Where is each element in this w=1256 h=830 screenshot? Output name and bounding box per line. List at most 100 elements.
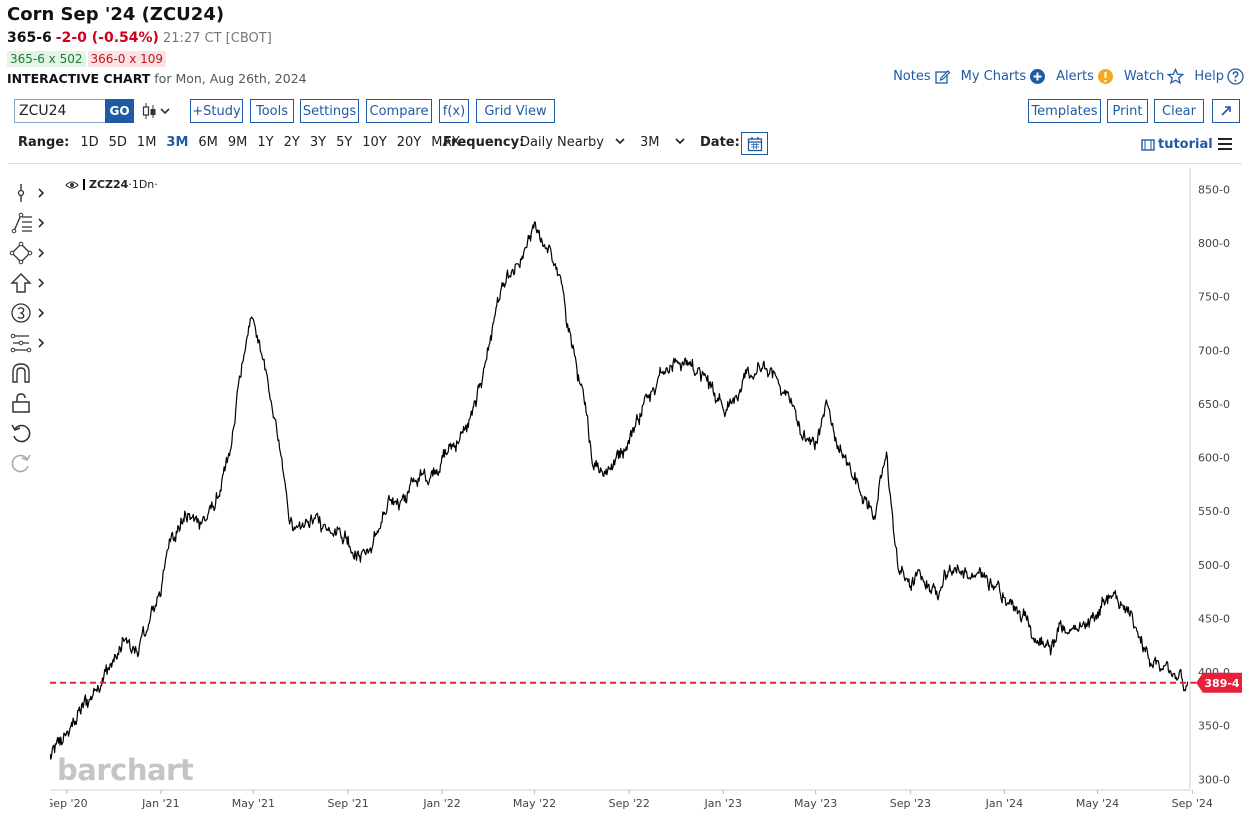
y-tick-label: 500-0	[1198, 559, 1230, 572]
price-chart[interactable]: 300-0350-0400-0450-0500-0550-0600-0650-0…	[50, 168, 1242, 810]
x-tick-label: Jan '23	[703, 797, 741, 810]
page-title: Corn Sep '24 (ZCU24)	[7, 4, 225, 25]
series-swatch	[83, 179, 85, 190]
templates-button[interactable]: Templates	[1028, 99, 1101, 123]
quote-time: 21:27 CT [CBOT]	[162, 31, 272, 46]
crosshair-tool[interactable]	[8, 180, 50, 206]
edit-icon	[934, 70, 950, 84]
range-1y[interactable]: 1Y	[257, 135, 274, 150]
pattern-tool[interactable]	[8, 330, 50, 356]
last-price: 365-6	[7, 30, 52, 46]
legend-symbol: ZCZ24	[89, 178, 129, 191]
x-tick-label: Sep '20	[50, 797, 88, 810]
x-tick-label: May '24	[1076, 797, 1119, 810]
interactive-chart-date: for Mon, Aug 26th, 2024	[154, 71, 307, 86]
magnet-tool[interactable]	[8, 360, 50, 386]
range-1m[interactable]: 1M	[136, 135, 157, 150]
range-5d[interactable]: 5D	[108, 135, 127, 150]
undo-icon	[11, 424, 31, 443]
help-label: Help	[1194, 69, 1224, 84]
price-change: -2-0 (-0.54%)	[55, 30, 159, 46]
clear-button[interactable]: Clear	[1154, 99, 1204, 123]
fx-button[interactable]: f(x)	[439, 99, 469, 123]
alerts-label: Alerts	[1056, 69, 1094, 84]
range-9m[interactable]: 9M	[227, 135, 248, 150]
last-price-tag-label: 389-4	[1204, 677, 1240, 690]
x-tick-label: Sep '22	[609, 797, 650, 810]
top-links: Notes My Charts Alerts Watch Help	[893, 68, 1244, 85]
ask-badge: 366-0 x 109	[87, 51, 167, 67]
number-tool[interactable]	[8, 300, 50, 326]
x-tick-label: Sep '24	[1172, 797, 1213, 810]
arrow-tool[interactable]	[8, 270, 50, 296]
range-1d[interactable]: 1D	[80, 135, 99, 150]
interval-select[interactable]: 3M	[640, 135, 686, 150]
price-axis: 300-0350-0400-0450-0500-0550-0600-0650-0…	[1189, 168, 1242, 790]
watch-label: Watch	[1123, 69, 1165, 84]
range-selector: Range: 1D 5D 1M 3M 6M 9M 1Y 2Y 3Y 5Y 10Y…	[18, 135, 465, 150]
notes-link[interactable]: Notes	[893, 68, 951, 85]
expand-button[interactable]	[1212, 99, 1240, 123]
alert-icon	[1097, 69, 1113, 84]
eye-icon[interactable]	[65, 180, 79, 190]
tutorial-link[interactable]: tutorial	[1141, 137, 1213, 152]
last-price-tag	[1196, 672, 1242, 693]
range-label: Range:	[18, 135, 70, 150]
tools-button[interactable]: Tools	[250, 99, 294, 123]
frequency-value: Daily Nearby	[520, 135, 605, 150]
range-5y[interactable]: 5Y	[336, 135, 353, 150]
y-tick-label: 600-0	[1198, 452, 1230, 465]
hamburger-menu-icon[interactable]	[1217, 137, 1233, 151]
time-axis: Sep '20 Jan '21 May '21 Sep '21 Jan '22 May '…	[50, 789, 1213, 810]
arrow-up-icon	[10, 273, 45, 293]
x-tick-label: May '22	[513, 797, 556, 810]
help-link[interactable]: Help	[1194, 68, 1244, 85]
chart-legend: ZCZ24·1Dn·	[65, 178, 158, 191]
bid-ask: 365-6 x 502 366-0 x 109	[7, 51, 168, 67]
redo-tool[interactable]	[8, 450, 50, 476]
frequency-select[interactable]: Daily Nearby	[520, 135, 626, 150]
range-6m[interactable]: 6M	[198, 135, 218, 150]
range-10y[interactable]: 10Y	[362, 135, 387, 150]
study-button[interactable]: +Study	[190, 99, 243, 123]
star-icon	[1167, 68, 1185, 85]
x-tick-label: May '21	[232, 797, 275, 810]
y-tick-label: 650-0	[1198, 398, 1230, 411]
date-label: Date:	[700, 135, 740, 150]
y-tick-label: 450-0	[1198, 612, 1230, 625]
watch-link[interactable]: Watch	[1123, 68, 1185, 85]
shape-tool[interactable]	[8, 240, 50, 266]
print-button[interactable]: Print	[1107, 99, 1148, 123]
go-button[interactable]: GO	[105, 99, 134, 123]
range-3m[interactable]: 3M	[166, 135, 189, 150]
compare-button[interactable]: Compare	[366, 99, 432, 123]
x-tick-label: Sep '23	[890, 797, 931, 810]
interactive-chart-title: INTERACTIVE CHART	[7, 71, 151, 86]
crosshair-icon	[17, 184, 45, 202]
settings-button[interactable]: Settings	[300, 99, 359, 123]
plot-area	[50, 221, 1196, 760]
fib-tool[interactable]	[8, 210, 50, 236]
x-tick-label: Jan '21	[141, 797, 179, 810]
y-tick-label: 700-0	[1198, 344, 1230, 357]
pattern-icon	[10, 333, 45, 353]
lock-tool[interactable]	[8, 390, 50, 416]
redo-icon	[11, 454, 31, 473]
calendar-icon	[747, 136, 762, 151]
range-2y[interactable]: 2Y	[283, 135, 300, 150]
magnet-icon	[12, 363, 30, 383]
symbol-input[interactable]	[14, 99, 106, 123]
alerts-link[interactable]: Alerts	[1056, 68, 1114, 85]
grid-view-button[interactable]: Grid View	[476, 99, 555, 123]
bid-badge: 365-6 x 502	[7, 51, 86, 67]
range-max[interactable]: MAX	[431, 135, 461, 150]
mycharts-link[interactable]: My Charts	[961, 68, 1047, 85]
unlock-icon	[12, 393, 30, 413]
candlestick-icon[interactable]	[141, 101, 173, 121]
date-picker-button[interactable]	[741, 132, 768, 155]
range-20y[interactable]: 20Y	[396, 135, 422, 150]
range-3y[interactable]: 3Y	[309, 135, 327, 150]
undo-tool[interactable]	[8, 420, 50, 446]
film-icon	[1141, 138, 1155, 151]
mycharts-label: My Charts	[960, 69, 1027, 84]
